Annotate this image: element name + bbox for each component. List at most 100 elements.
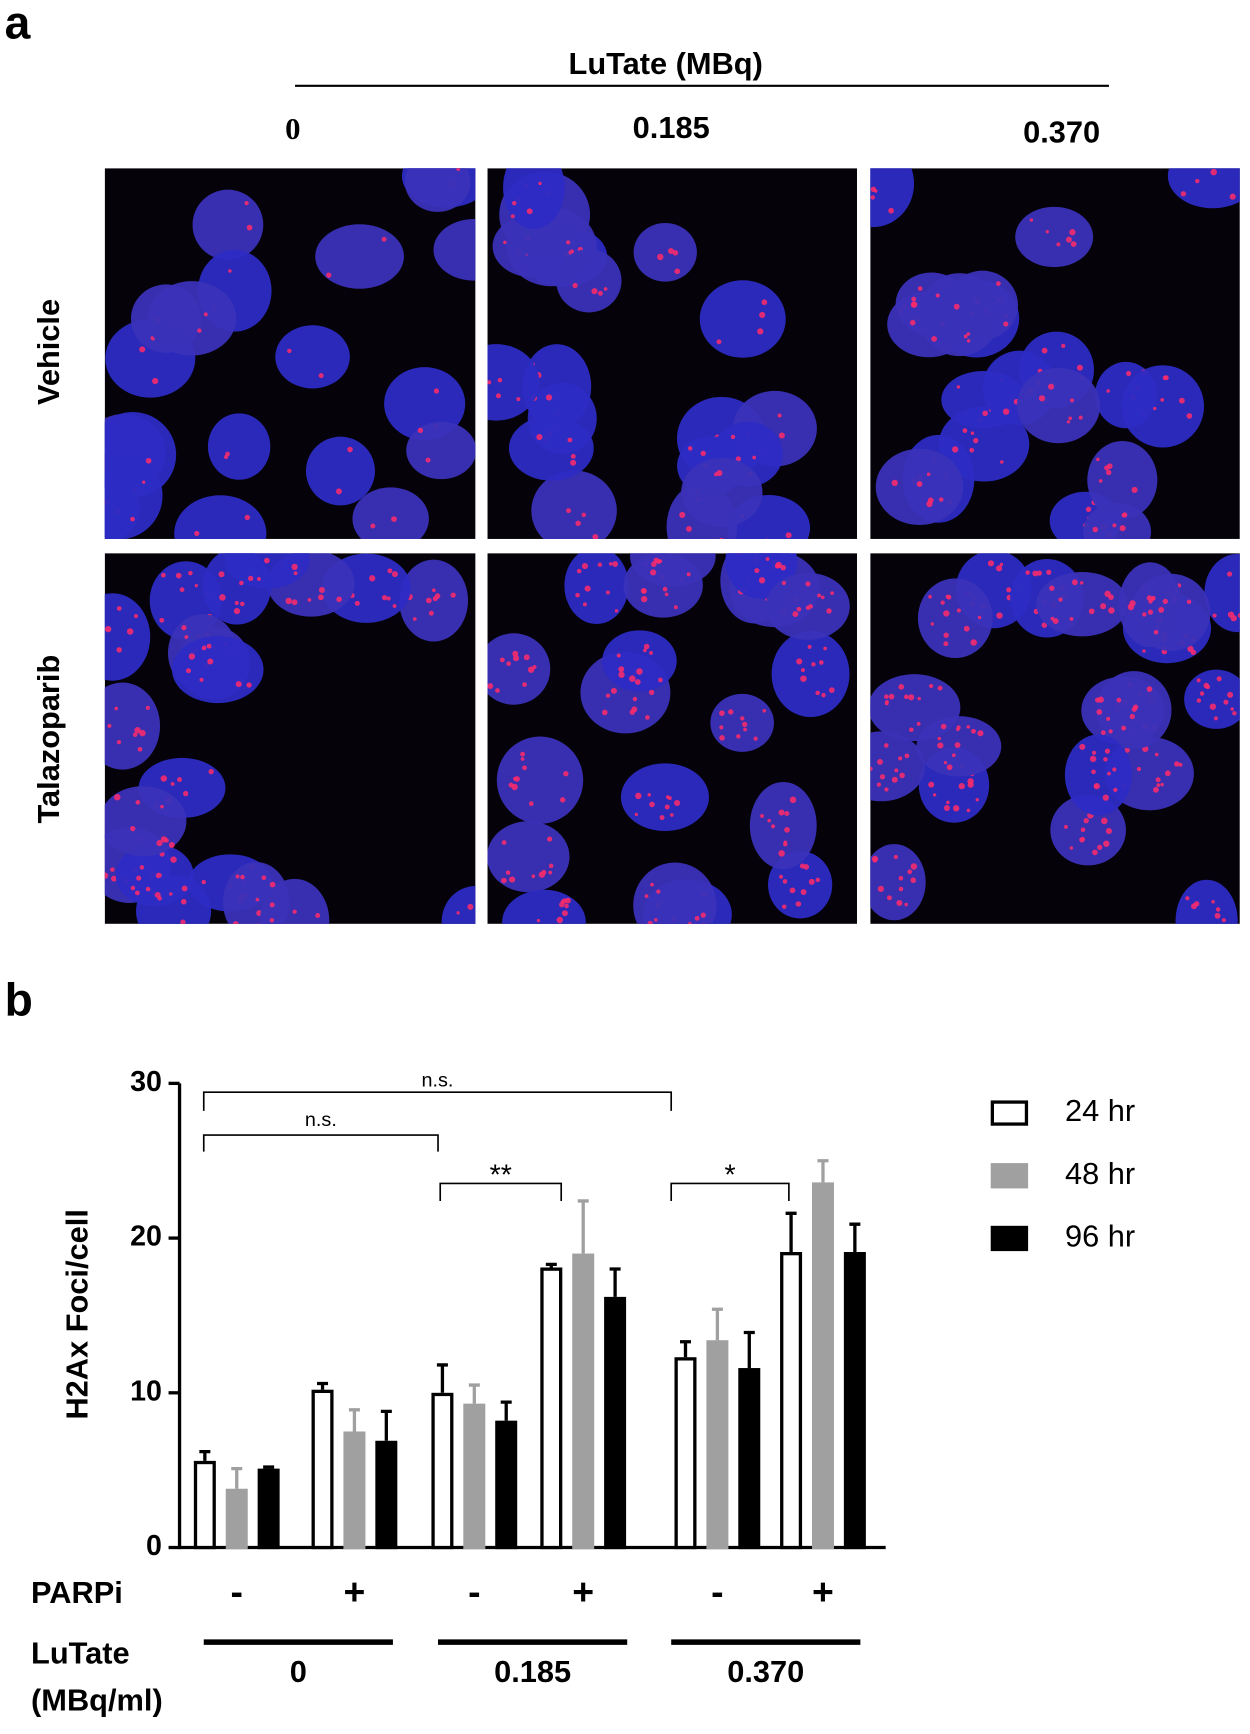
focus bbox=[573, 283, 578, 288]
focus bbox=[644, 644, 650, 650]
nucleus bbox=[564, 547, 628, 624]
focus bbox=[898, 756, 902, 760]
focus bbox=[996, 281, 1001, 286]
focus bbox=[561, 900, 565, 904]
focus bbox=[1231, 615, 1237, 621]
focus bbox=[907, 869, 912, 874]
focus bbox=[880, 774, 885, 779]
focus bbox=[307, 598, 311, 602]
legend-swatch bbox=[992, 1102, 1026, 1124]
focus bbox=[557, 917, 563, 923]
focus bbox=[957, 385, 960, 388]
focus bbox=[96, 644, 100, 648]
significance-label: n.s. bbox=[305, 1109, 337, 1131]
focus bbox=[1181, 191, 1186, 196]
focus bbox=[537, 919, 540, 922]
focus bbox=[899, 887, 904, 892]
focus bbox=[910, 320, 916, 326]
micrograph bbox=[831, 140, 1250, 560]
focus bbox=[1106, 717, 1110, 721]
focus bbox=[1230, 707, 1234, 711]
focus bbox=[591, 288, 597, 294]
bar bbox=[814, 1184, 833, 1547]
focus bbox=[1092, 751, 1096, 755]
focus bbox=[650, 569, 656, 575]
significance-label: * bbox=[724, 1159, 735, 1191]
focus bbox=[1187, 600, 1191, 604]
focus bbox=[771, 824, 775, 828]
focus bbox=[678, 548, 682, 552]
error-bar bbox=[317, 1384, 328, 1390]
focus bbox=[142, 480, 145, 483]
nucleus bbox=[1065, 735, 1132, 816]
focus bbox=[1222, 918, 1226, 922]
focus bbox=[546, 394, 552, 400]
error-bar bbox=[501, 1402, 512, 1421]
focus bbox=[512, 201, 516, 205]
focus bbox=[1215, 913, 1221, 919]
focus bbox=[967, 725, 971, 729]
focus bbox=[1064, 825, 1068, 829]
nucleus bbox=[497, 737, 583, 824]
bar bbox=[846, 1254, 865, 1548]
focus bbox=[1003, 321, 1008, 326]
focus bbox=[978, 616, 981, 619]
focus bbox=[1217, 676, 1222, 681]
focus bbox=[553, 941, 560, 948]
focus bbox=[218, 571, 224, 577]
focus bbox=[94, 429, 100, 435]
focus bbox=[719, 735, 725, 741]
focus bbox=[635, 679, 641, 685]
focus bbox=[1151, 596, 1155, 600]
focus bbox=[416, 159, 421, 164]
focus bbox=[1227, 692, 1233, 698]
focus bbox=[283, 547, 289, 553]
focus bbox=[940, 600, 944, 604]
focus bbox=[1183, 946, 1187, 950]
focus bbox=[370, 523, 375, 528]
focus bbox=[952, 446, 958, 452]
nucleus bbox=[1017, 368, 1100, 443]
focus bbox=[633, 697, 637, 701]
focus bbox=[393, 604, 397, 608]
focus bbox=[762, 550, 766, 554]
focus bbox=[988, 560, 994, 566]
focus bbox=[1227, 571, 1232, 576]
bar bbox=[542, 1269, 561, 1547]
focus bbox=[1046, 230, 1049, 233]
focus bbox=[1120, 525, 1126, 531]
focus bbox=[456, 167, 460, 171]
focus bbox=[1105, 749, 1110, 754]
focus bbox=[1153, 787, 1159, 793]
focus bbox=[287, 349, 291, 353]
focus bbox=[1042, 348, 1048, 354]
focus bbox=[161, 573, 166, 578]
micrograph bbox=[477, 523, 857, 954]
focus bbox=[270, 918, 274, 922]
focus bbox=[647, 921, 652, 926]
focus bbox=[618, 672, 624, 678]
micrographs bbox=[70, 140, 1250, 962]
focus bbox=[130, 517, 135, 522]
focus bbox=[649, 690, 654, 695]
focus bbox=[500, 657, 505, 662]
focus bbox=[1137, 767, 1141, 771]
focus bbox=[982, 410, 988, 416]
focus bbox=[766, 557, 770, 561]
panel-letter: a bbox=[5, 0, 31, 49]
focus bbox=[183, 791, 188, 796]
focus bbox=[234, 608, 240, 614]
focus bbox=[1130, 714, 1135, 719]
focus bbox=[673, 250, 679, 256]
focus bbox=[1104, 465, 1109, 470]
y-tick-label: 10 bbox=[130, 1375, 162, 1407]
focus bbox=[528, 666, 534, 672]
focus bbox=[387, 568, 392, 573]
focus bbox=[1068, 416, 1072, 420]
nucleus bbox=[147, 281, 236, 355]
y-tick-label: 0 bbox=[146, 1530, 162, 1562]
focus bbox=[188, 571, 193, 576]
focus bbox=[194, 531, 199, 536]
bar bbox=[606, 1299, 625, 1548]
